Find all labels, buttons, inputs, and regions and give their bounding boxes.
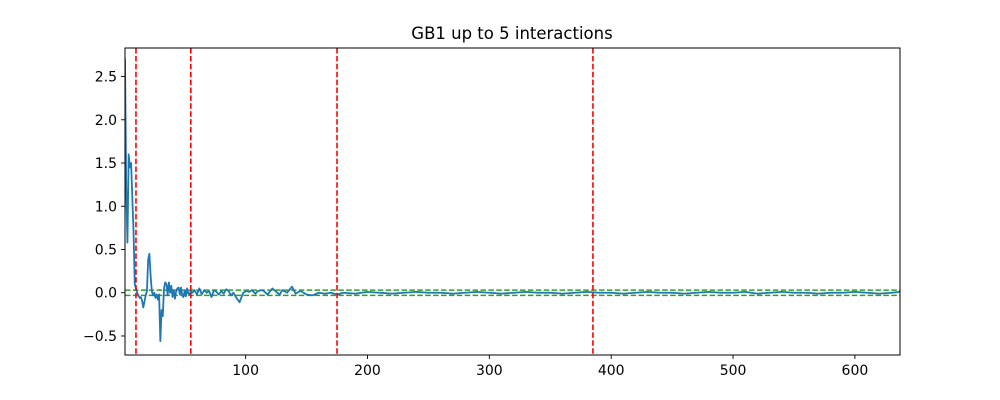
y-axis-ticks: −0.5 0.0 0.5 1.0 1.5 2.0 2.5 — [83, 70, 125, 345]
y-tick-label: 1.5 — [95, 156, 117, 172]
chart-title: GB1 up to 5 interactions — [411, 24, 612, 43]
x-tick-label: 100 — [232, 363, 259, 379]
y-tick-label: 1.0 — [95, 199, 117, 215]
x-tick-label: 600 — [842, 363, 869, 379]
x-tick-label: 200 — [354, 363, 381, 379]
x-axis-ticks: 100 200 300 400 500 600 — [232, 355, 868, 379]
y-tick-label: 2.5 — [95, 70, 117, 86]
plot-frame — [124, 47, 901, 356]
y-tick-label: −0.5 — [83, 329, 117, 345]
x-tick-label: 300 — [476, 363, 503, 379]
y-tick-label: 0.5 — [95, 242, 117, 258]
y-tick-label: 0.0 — [95, 286, 117, 302]
series-line-1 — [125, 58, 900, 343]
y-tick-label: 2.0 — [95, 113, 117, 129]
x-tick-label: 500 — [720, 363, 747, 379]
plot-content — [125, 48, 900, 355]
x-tick-label: 400 — [598, 363, 625, 379]
